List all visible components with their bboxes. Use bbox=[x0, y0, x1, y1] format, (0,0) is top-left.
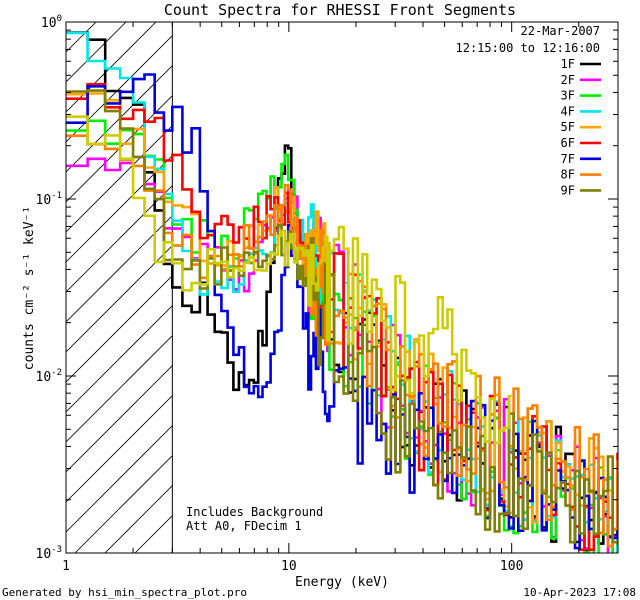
hatch-line bbox=[66, 185, 173, 293]
x-tick-label: 10 bbox=[281, 559, 297, 574]
series-line-3f bbox=[66, 119, 618, 553]
footer-generated-by: Generated by hsi_min_spectra_plot.pro bbox=[2, 586, 247, 599]
y-tick-label: 10-2 bbox=[36, 368, 63, 385]
series-line-8f bbox=[66, 134, 618, 548]
series-line-9f bbox=[66, 89, 618, 545]
hatch-line bbox=[66, 365, 173, 473]
chart-title: Count Spectra for RHESSI Front Segments bbox=[164, 1, 516, 19]
series-line-yellow bbox=[66, 115, 512, 445]
legend-label-1f: 1F bbox=[561, 57, 575, 71]
hatch-line bbox=[74, 455, 173, 553]
annotation-background: Includes Background bbox=[186, 505, 323, 519]
hatch-line bbox=[66, 215, 173, 323]
y-tick-label: 10-3 bbox=[36, 545, 63, 562]
annotation-attenuator: Att A0, FDecim 1 bbox=[186, 519, 302, 533]
x-tick-label: 100 bbox=[500, 559, 523, 574]
footer-timestamp: 10-Apr-2023 17:08 bbox=[523, 586, 636, 599]
hatch-line bbox=[66, 22, 97, 53]
hatch-line bbox=[66, 22, 127, 83]
plot-frame bbox=[65, 21, 619, 554]
hatch-line bbox=[66, 22, 67, 23]
hatch-line bbox=[66, 335, 173, 443]
legend-label-3f: 3F bbox=[561, 89, 575, 103]
series-layer bbox=[66, 31, 618, 553]
y-axis-label: counts cm⁻² s⁻¹ keV⁻¹ bbox=[22, 206, 37, 370]
legend-label-4f: 4F bbox=[561, 104, 575, 118]
legend-label-8f: 8F bbox=[561, 168, 575, 182]
legend-label-9f: 9F bbox=[561, 183, 575, 197]
time-range-label: 12:15:00 to 12:16:00 bbox=[456, 41, 601, 55]
tick-layer: 1 10 100 10-3 10-2 10-1 100 bbox=[36, 14, 619, 574]
legend-label-5f: 5F bbox=[561, 120, 575, 134]
hatch-line bbox=[134, 515, 173, 553]
hatch-line bbox=[66, 275, 173, 383]
y-tick-label: 100 bbox=[41, 14, 62, 31]
legend-label-2f: 2F bbox=[561, 73, 575, 87]
hatch-line bbox=[66, 395, 173, 503]
y-tick-label: 10-1 bbox=[36, 191, 63, 208]
hatch-line bbox=[66, 245, 173, 353]
x-axis-label: Energy (keV) bbox=[295, 575, 389, 590]
legend-label-7f: 7F bbox=[561, 152, 575, 166]
series-line-6f bbox=[66, 82, 618, 551]
legend-label-6f: 6F bbox=[561, 136, 575, 150]
hatch-line bbox=[66, 305, 173, 413]
date-label: 22-Mar-2007 bbox=[521, 24, 600, 38]
hatch-line bbox=[66, 35, 173, 143]
x-tick-label: 1 bbox=[62, 559, 70, 574]
hatch-line bbox=[104, 485, 173, 553]
series-line-4f bbox=[66, 31, 618, 553]
hatch-line bbox=[66, 425, 173, 533]
hatch-line bbox=[66, 125, 173, 233]
series-line-1f bbox=[66, 31, 618, 552]
